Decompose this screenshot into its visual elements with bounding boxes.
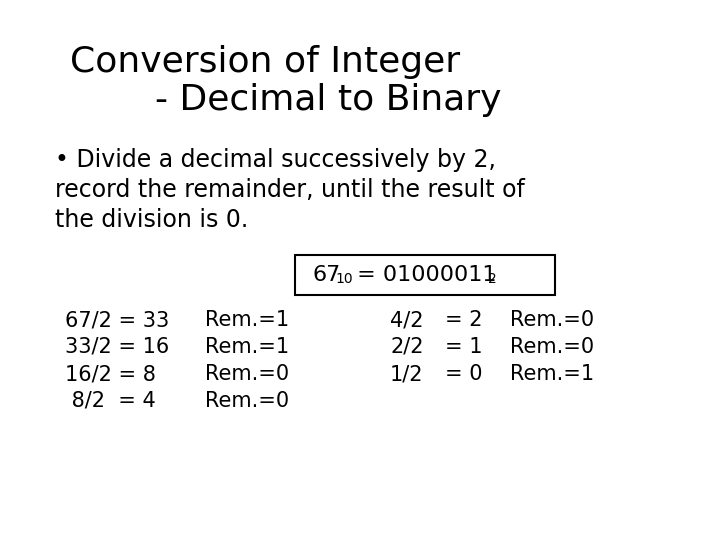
Text: record the remainder, until the result of: record the remainder, until the result o…	[55, 178, 525, 202]
Text: = 0: = 0	[445, 364, 482, 384]
Text: Conversion of Integer: Conversion of Integer	[70, 45, 460, 79]
Text: 67: 67	[313, 265, 341, 285]
Text: Rem.=1: Rem.=1	[205, 337, 289, 357]
Text: = 01000011: = 01000011	[350, 265, 497, 285]
Text: Rem.=0: Rem.=0	[510, 310, 594, 330]
Text: 4/2: 4/2	[390, 310, 423, 330]
Text: Rem.=1: Rem.=1	[205, 310, 289, 330]
Text: 2/2: 2/2	[390, 337, 423, 357]
Text: • Divide a decimal successively by 2,: • Divide a decimal successively by 2,	[55, 148, 496, 172]
Text: - Decimal to Binary: - Decimal to Binary	[155, 83, 502, 117]
Text: Rem.=0: Rem.=0	[510, 337, 594, 357]
Text: Rem.=1: Rem.=1	[510, 364, 594, 384]
Text: 2: 2	[488, 272, 497, 286]
Text: 1/2: 1/2	[390, 364, 423, 384]
Text: 8/2  = 4: 8/2 = 4	[65, 391, 156, 411]
Text: Rem.=0: Rem.=0	[205, 391, 289, 411]
Text: = 2: = 2	[445, 310, 482, 330]
Text: the division is 0.: the division is 0.	[55, 208, 248, 232]
Text: 33/2 = 16: 33/2 = 16	[65, 337, 169, 357]
Bar	[295, 255, 555, 295]
Text: 16/2 = 8: 16/2 = 8	[65, 364, 156, 384]
Text: Rem.=0: Rem.=0	[205, 364, 289, 384]
Text: 67/2 = 33: 67/2 = 33	[65, 310, 169, 330]
Text: 10: 10	[335, 272, 353, 286]
Text: = 1: = 1	[445, 337, 482, 357]
